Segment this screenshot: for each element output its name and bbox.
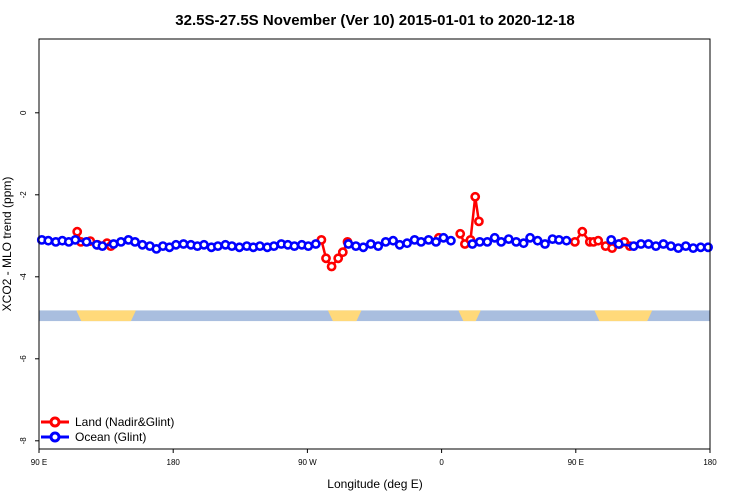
legend-ocean-marker [49, 431, 61, 443]
y-axis-label: XCO2 - MLO trend (ppm) [0, 177, 14, 312]
ocean-data-point [373, 241, 384, 251]
ocean-data-point [116, 236, 126, 247]
ocean-data-point [81, 236, 92, 247]
y-axis: 0 -2 -4 -6 -8 [19, 110, 39, 444]
ocean-data-point [423, 234, 434, 245]
ocean-data-point [518, 238, 529, 249]
land-series-line [76, 195, 631, 268]
ocean-data-point [343, 239, 354, 249]
land-data-point [593, 235, 604, 246]
land-data-point [455, 228, 466, 239]
y-tick-label: -4 [19, 273, 28, 281]
y-tick-label: -2 [19, 191, 28, 199]
ocean-data-point [554, 234, 564, 245]
ocean-data-point [503, 234, 514, 244]
surface-type-band [39, 310, 710, 322]
ocean-data-point [226, 241, 237, 251]
ocean-data-point [254, 241, 265, 251]
ocean-data-point [358, 242, 369, 253]
ocean-data-point [636, 239, 646, 249]
x-tick-label: 90 W [298, 458, 317, 467]
x-tick-label: 180 [167, 458, 181, 467]
ocean-data-point [540, 239, 550, 249]
surface-band-land [76, 310, 136, 322]
ocean-data-point [212, 241, 223, 251]
legend-land-marker [49, 416, 61, 428]
ocean-data-point [394, 239, 405, 250]
ocean-data-point [445, 235, 456, 246]
legend: Land (Nadir&Glint) Ocean (Glint) [41, 415, 174, 444]
ocean-data-point [673, 243, 684, 253]
ocean-data-point [303, 241, 314, 251]
y-tick-label: 0 [19, 110, 28, 115]
ocean-data-point [496, 236, 507, 247]
ocean-data-point [532, 235, 543, 246]
ocean-data-point [137, 239, 148, 250]
ocean-data-point [613, 239, 624, 249]
ocean-data-point [350, 241, 361, 251]
land-data-point [577, 226, 588, 237]
land-series [72, 191, 635, 272]
surface-band-ocean [39, 310, 710, 322]
land-data-point [473, 216, 484, 227]
x-tick-label: 90 E [31, 458, 47, 467]
land-data-point [337, 247, 348, 258]
ocean-data-point [658, 239, 669, 249]
ocean-data-point [688, 243, 699, 253]
surface-band-land [594, 310, 653, 322]
legend-ocean-label: Ocean (Glint) [75, 430, 146, 444]
ocean-data-point [561, 235, 572, 246]
ocean-data-point [703, 242, 713, 253]
ocean-data-point [489, 232, 500, 243]
x-axis-label: Longitude (deg E) [327, 477, 422, 491]
ocean-data-point [482, 236, 493, 247]
ocean-data-point [310, 239, 321, 249]
ocean-data-point [402, 238, 412, 249]
ocean-data-point [178, 239, 189, 249]
land-data-point [333, 253, 344, 264]
legend-land-label: Land (Nadir&Glint) [75, 415, 174, 429]
ocean-data-point [388, 235, 398, 246]
land-data-point [72, 226, 83, 237]
ocean-data-point [416, 236, 426, 247]
land-data-point [321, 253, 331, 264]
ocean-data-point [234, 242, 245, 253]
land-data-point [570, 236, 580, 247]
ocean-data-point [651, 241, 661, 251]
surface-band-land [458, 310, 481, 322]
y-tick-label: -6 [19, 355, 28, 363]
ocean-data-point [380, 236, 391, 247]
ocean-data-point [474, 236, 485, 247]
ocean-data-point [680, 241, 691, 251]
ocean-data-point [171, 239, 181, 250]
land-data-point [326, 261, 337, 272]
ocean-data-point [431, 236, 441, 247]
x-axis: 90 E 180 90 W 0 90 E 180 [31, 449, 717, 467]
surface-band-land [327, 310, 362, 322]
ocean-data-point [43, 235, 54, 246]
chart-title: 32.5S-27.5S November (Ver 10) 2015-01-01… [175, 12, 574, 29]
x-tick-label: 90 E [568, 458, 584, 467]
ocean-data-point [606, 234, 617, 245]
ocean-data-point [666, 241, 676, 251]
x-tick-label: 180 [703, 458, 717, 467]
ocean-data-point [70, 234, 81, 245]
ocean-data-point [511, 236, 522, 247]
ocean-data-point [97, 241, 108, 251]
ocean-series [36, 232, 713, 254]
land-data-point [470, 191, 481, 202]
series-layer [36, 191, 713, 272]
x-tick-label: 0 [439, 458, 444, 467]
y-tick-label: -8 [19, 437, 28, 445]
ocean-data-point [289, 241, 300, 251]
ocean-data-point [525, 232, 535, 243]
plot-frame [38, 38, 711, 450]
